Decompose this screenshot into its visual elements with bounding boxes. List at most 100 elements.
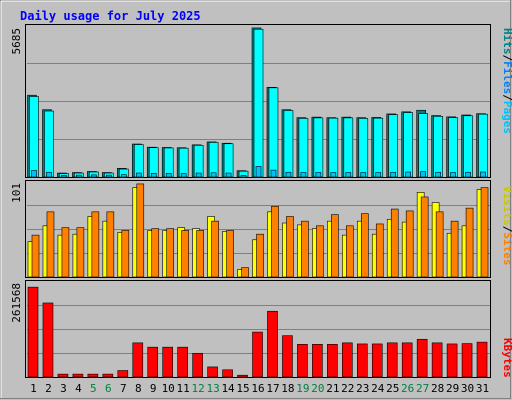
x-tick-label: 7	[120, 382, 127, 395]
x-tick-label: 15	[236, 382, 249, 395]
bar-kbytes	[237, 374, 248, 378]
bar-files	[313, 117, 324, 178]
bar-sites	[211, 220, 219, 278]
bar-kbytes	[207, 366, 218, 378]
bar-sites	[226, 230, 234, 278]
bar-files	[463, 115, 473, 178]
bar-kbytes	[87, 373, 99, 378]
x-tick-label: 18	[281, 382, 294, 395]
x-tick-label: 26	[401, 382, 414, 395]
bar-files	[478, 113, 488, 178]
bar-sites	[346, 225, 354, 278]
bar-kbytes	[297, 343, 308, 378]
x-tick-label: 3	[60, 382, 67, 395]
bar-kbytes	[386, 342, 398, 378]
x-tick-label: 25	[386, 382, 399, 395]
bar-pages	[255, 166, 262, 178]
bar-kbytes	[267, 310, 278, 378]
bar-files	[148, 147, 159, 178]
x-tick-label: 10	[162, 382, 175, 395]
bar-sites	[420, 196, 429, 278]
bar-sites	[390, 208, 399, 278]
x-tick-label: 21	[326, 382, 339, 395]
bar-sites	[375, 223, 384, 278]
kbytes-axis-max: 261568	[10, 283, 23, 323]
bar-sites	[91, 211, 100, 278]
x-tick-label: 9	[150, 382, 157, 395]
bar-pages	[61, 175, 67, 178]
x-tick-label: 30	[461, 382, 474, 395]
bar-pages	[390, 171, 397, 178]
bar-kbytes	[431, 342, 443, 378]
x-tick-label: 14	[221, 382, 235, 395]
bar-sites	[480, 187, 489, 278]
bar-kbytes	[476, 341, 488, 378]
legend-sep-1: /	[501, 55, 512, 62]
legend-kbytes-wrap: KBytes	[501, 338, 512, 378]
bar-kbytes	[192, 352, 203, 378]
bar-files	[29, 96, 39, 178]
bar-kbytes	[27, 286, 39, 378]
bar-kbytes	[312, 343, 323, 378]
bar-sites	[61, 227, 70, 278]
bar-kbytes	[147, 346, 159, 378]
bar-pages	[435, 171, 441, 178]
x-tick-label: 12	[192, 382, 205, 395]
bar-kbytes	[132, 342, 144, 378]
x-tick-label: 17	[266, 382, 279, 395]
bar-pages	[405, 171, 411, 178]
legend-hits-files-pages: Hits/Files/Pages	[501, 28, 512, 134]
bar-files	[223, 143, 234, 178]
bar-pages	[465, 171, 471, 178]
bar-kbytes	[72, 373, 84, 378]
x-tick-label: 11	[177, 382, 190, 395]
bar-files	[163, 147, 174, 178]
bar-pages	[285, 171, 292, 178]
bar-files	[328, 117, 339, 178]
bar-kbytes	[102, 373, 114, 378]
visits-axis-max: 101	[10, 183, 23, 203]
bar-sites	[241, 267, 249, 278]
x-tick-label: 13	[206, 382, 219, 395]
legend-visits: Visits	[501, 186, 512, 226]
bar-pages	[450, 172, 456, 178]
x-tick-label: 16	[251, 382, 264, 395]
bar-files	[448, 117, 458, 178]
x-tick-label: 22	[341, 382, 354, 395]
x-tick-label: 5	[90, 382, 97, 395]
bar-files	[253, 28, 264, 178]
bar-kbytes	[252, 331, 263, 378]
legend-kbytes: KBytes	[501, 338, 512, 378]
x-tick-label: 1	[30, 382, 37, 395]
bar-pages	[106, 174, 112, 178]
bar-sites	[256, 233, 264, 278]
chart-title: Daily usage for July 2025	[20, 9, 201, 23]
x-tick-label: 20	[311, 382, 324, 395]
bar-files	[418, 113, 428, 178]
bar-pages	[91, 174, 97, 178]
bar-kbytes	[162, 346, 174, 378]
bar-sites	[76, 227, 85, 278]
bar-files	[268, 87, 279, 178]
bar-pages	[270, 169, 277, 178]
bar-sites	[151, 228, 160, 278]
bar-pages	[46, 171, 52, 178]
bar-sites	[405, 210, 414, 278]
bar-sites	[181, 230, 189, 278]
bar-kbytes	[282, 335, 293, 378]
bar-pages	[31, 170, 37, 178]
bar-pages	[360, 172, 367, 178]
bar-pages	[195, 172, 202, 178]
bar-files	[373, 117, 384, 178]
bar-sites	[450, 220, 459, 278]
x-tick-label: 4	[75, 382, 82, 395]
bar-sites	[166, 228, 175, 278]
x-tick-label: 8	[135, 382, 142, 395]
bar-kbytes	[446, 343, 458, 378]
bar-pages	[180, 173, 187, 178]
x-tick-label: 6	[105, 382, 112, 395]
bar-sites	[121, 230, 130, 278]
bar-files	[403, 112, 413, 178]
